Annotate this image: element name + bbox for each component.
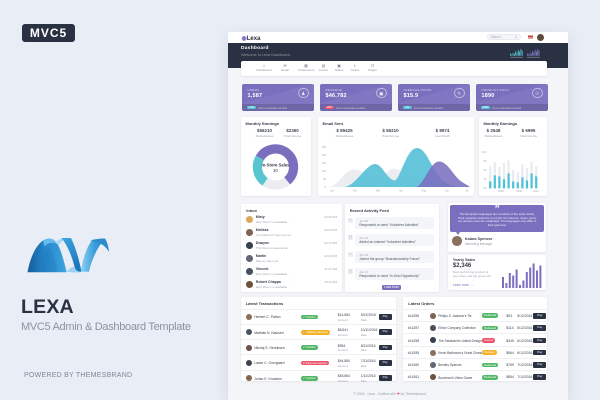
svg-text:Jul: Jul <box>465 189 469 193</box>
svg-text:Jun: Jun <box>444 189 449 193</box>
svg-text:150: 150 <box>321 161 326 165</box>
svg-text:250: 250 <box>321 145 326 149</box>
svg-text:Feb: Feb <box>352 189 357 193</box>
svg-text:80: 80 <box>483 159 486 163</box>
svg-text:100: 100 <box>482 150 487 154</box>
svg-text:Apr: Apr <box>398 189 402 193</box>
svg-text:60: 60 <box>483 168 486 172</box>
svg-text:Mar: Mar <box>375 189 380 193</box>
svg-text:In-Store Sales: In-Store Sales <box>261 163 290 168</box>
svg-text:20: 20 <box>483 186 486 190</box>
svg-text:0: 0 <box>324 185 326 189</box>
svg-text:2005: 2005 <box>516 189 522 193</box>
svg-text:2010: 2010 <box>533 189 539 193</box>
svg-text:2000: 2000 <box>498 189 504 193</box>
svg-text:30: 30 <box>273 168 278 173</box>
svg-text:May: May <box>421 189 427 193</box>
svg-text:100: 100 <box>321 169 326 173</box>
svg-text:50: 50 <box>323 177 326 181</box>
svg-text:Jan: Jan <box>329 189 334 193</box>
svg-text:40: 40 <box>483 177 486 181</box>
svg-text:200: 200 <box>321 153 326 157</box>
